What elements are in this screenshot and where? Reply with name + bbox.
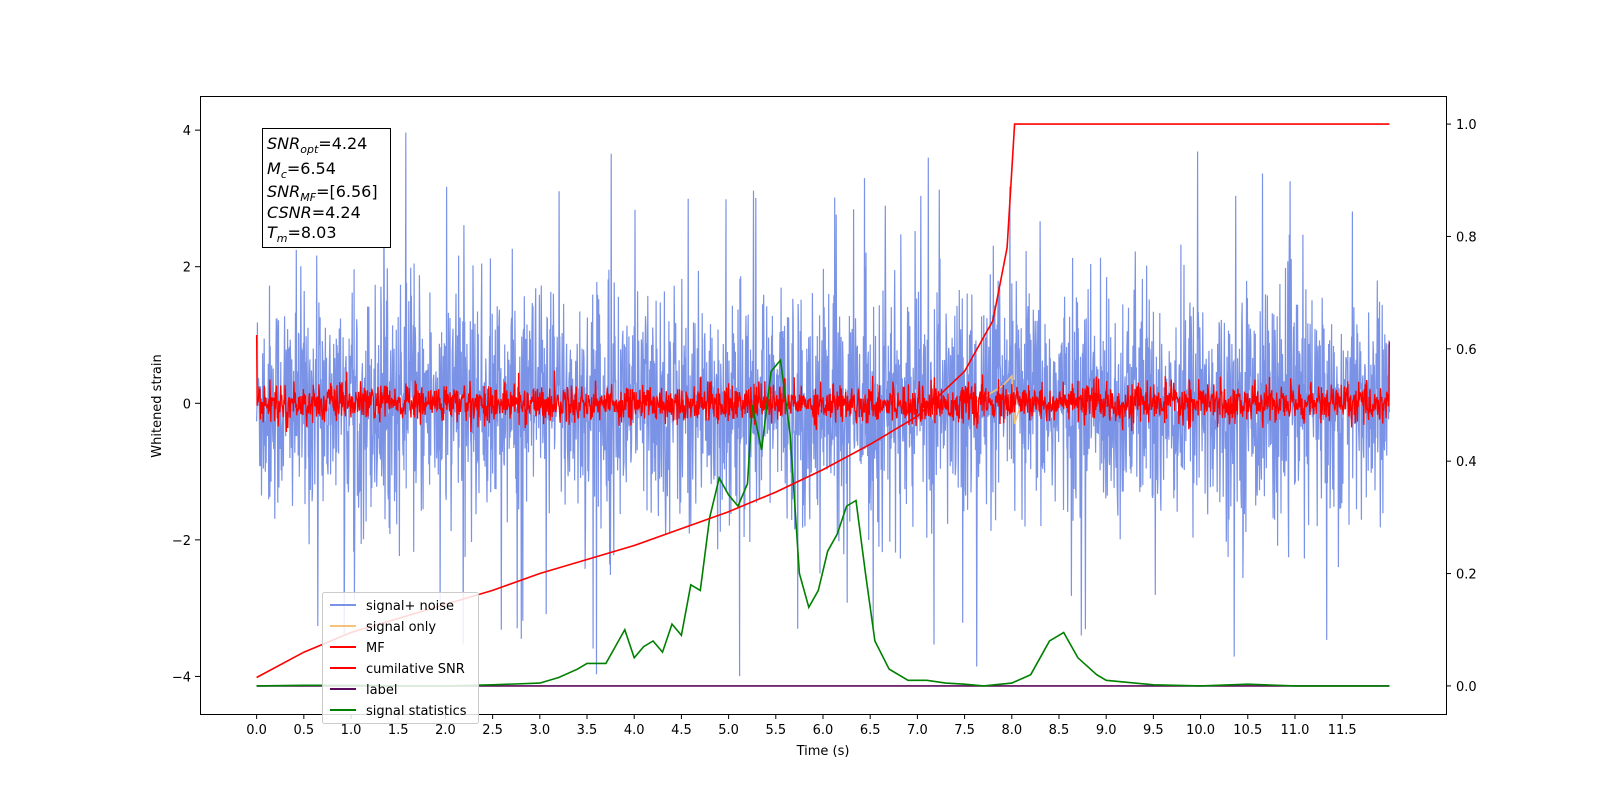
snr-mf-text: SNRMF=[6.56] <box>267 182 378 204</box>
mc-value: =6.54 <box>287 159 336 178</box>
y-right-tick-label: 0.6 <box>1456 343 1477 358</box>
series-signal-only <box>973 374 1022 425</box>
y-right-tick-label: 0.4 <box>1456 455 1477 470</box>
x-tick-label: 4.0 <box>624 723 645 738</box>
x-tick-label: 7.5 <box>954 723 975 738</box>
x-tick-label: 1.0 <box>341 723 362 738</box>
mc-text: Mc=6.54 <box>267 159 336 181</box>
snr-mf-value: =[6.56] <box>316 182 378 201</box>
x-axis: 0.0 0.5 1.0 1.5 2.0 2.5 3.0 3.5 4.0 4.5 5.0 5.5 6.0 6… <box>246 714 1357 738</box>
legend: signal+ noise signal only MF cumilative SNR… <box>322 592 479 724</box>
x-tick-label: 1.5 <box>388 723 409 738</box>
y-left-tick-label: −4 <box>172 670 191 685</box>
snr-mf-symbol: SNR <box>267 182 300 201</box>
x-tick-label: 3.0 <box>529 723 550 738</box>
legend-items: signal+ noise signal only MF cumilative SNR… <box>330 599 467 719</box>
series-signal-statistics <box>256 358 1390 687</box>
info-box: SNRopt=4.24 Mc=6.54 SNRMF=[6.56] CSNR=4.… <box>262 128 391 248</box>
x-tick-label: 5.5 <box>765 723 786 738</box>
x-tick-label: 9.0 <box>1096 723 1117 738</box>
legend-label: MF <box>366 641 385 656</box>
left-y-axis: −4 −2 0 2 4 <box>172 124 200 685</box>
x-tick-label: 8.5 <box>1049 723 1070 738</box>
x-tick-label: 2.0 <box>435 723 456 738</box>
y-right-tick-label: 0.0 <box>1456 680 1477 695</box>
y-left-tick-label: −2 <box>172 534 191 549</box>
snr-opt-symbol: SNR <box>267 134 300 153</box>
legend-label: cumilative SNR <box>366 662 465 677</box>
x-tick-label: 3.5 <box>577 723 598 738</box>
info-box-frame <box>262 128 391 248</box>
tm-symbol: T <box>267 223 278 242</box>
x-tick-label: 10.5 <box>1233 723 1262 738</box>
y-axis-title: Whitened strain <box>150 354 165 457</box>
tm-subscript: m <box>277 232 288 245</box>
right-y-axis: 0.0 0.2 0.4 0.6 0.8 1.0 <box>1446 118 1477 695</box>
y-left-tick-label: 0 <box>183 397 191 412</box>
x-tick-label: 6.0 <box>813 723 834 738</box>
snr-opt-value: =4.24 <box>318 134 367 153</box>
legend-label: signal statistics <box>366 704 467 719</box>
csnr-value: =4.24 <box>312 203 361 222</box>
x-tick-label: 4.5 <box>671 723 692 738</box>
legend-label: label <box>366 683 397 698</box>
mc-subscript: c <box>281 168 287 181</box>
x-tick-label: 8.0 <box>1001 723 1022 738</box>
legend-frame <box>322 592 479 724</box>
tm-value: =8.03 <box>288 223 337 242</box>
x-tick-label: 5.0 <box>718 723 739 738</box>
x-tick-label: 11.5 <box>1328 723 1357 738</box>
snr-opt-subscript: opt <box>300 143 319 156</box>
y-left-tick-label: 4 <box>183 124 191 139</box>
legend-label: signal+ noise <box>366 599 454 614</box>
y-right-tick-label: 1.0 <box>1456 118 1477 133</box>
x-tick-label: 2.5 <box>482 723 503 738</box>
csnr-symbol: CSNR <box>267 203 312 222</box>
snr-opt-text: SNRopt=4.24 <box>267 134 367 156</box>
y-right-tick-label: 0.8 <box>1456 230 1477 245</box>
x-tick-label: 0.0 <box>246 723 267 738</box>
legend-label: signal only <box>366 620 436 635</box>
x-tick-label: 6.5 <box>860 723 881 738</box>
series-mf <box>255 334 1391 433</box>
x-tick-label: 0.5 <box>293 723 314 738</box>
csnr-text: CSNR=4.24 <box>267 203 361 222</box>
x-tick-label: 11.0 <box>1280 723 1309 738</box>
snr-mf-subscript: MF <box>300 191 316 204</box>
x-tick-label: 10.0 <box>1186 723 1215 738</box>
tm-text: Tm=8.03 <box>267 223 337 245</box>
y-left-tick-label: 2 <box>183 261 191 276</box>
mc-symbol: M <box>267 159 281 178</box>
x-axis-title: Time (s) <box>796 744 850 759</box>
x-tick-label: 7.0 <box>907 723 928 738</box>
y-right-tick-label: 0.2 <box>1456 568 1477 583</box>
x-tick-label: 9.5 <box>1143 723 1164 738</box>
